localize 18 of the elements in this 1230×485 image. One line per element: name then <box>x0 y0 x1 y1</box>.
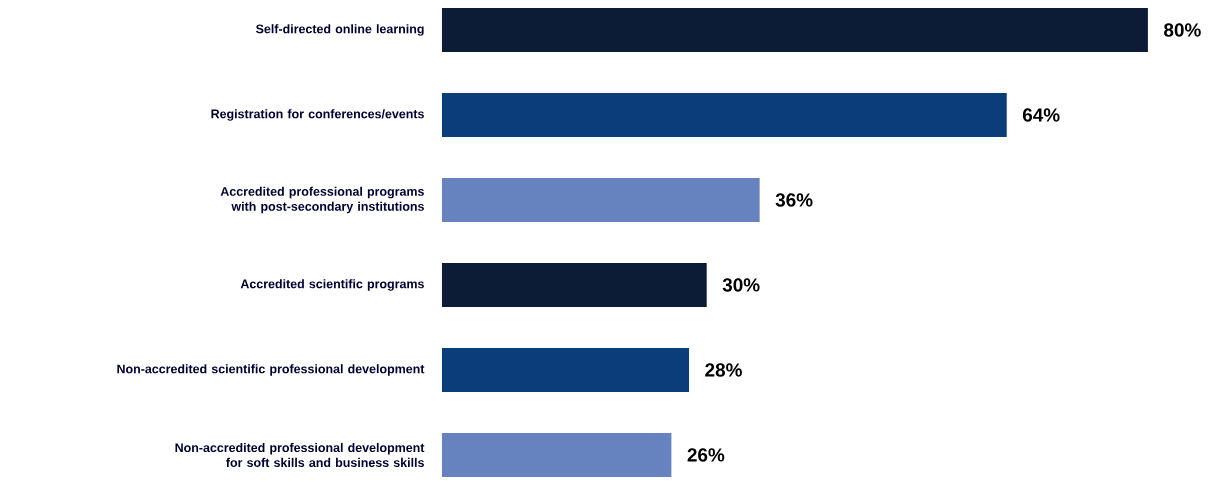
data-label: 36% <box>775 193 813 207</box>
data-label: 30% <box>722 278 760 292</box>
data-label: 28% <box>705 363 742 377</box>
y-tick-label: Registration for conferences/events <box>211 109 424 121</box>
data-label: 26% <box>687 448 725 462</box>
bar <box>441 178 760 222</box>
bar <box>441 347 690 392</box>
bar <box>441 432 672 477</box>
data-label: 64% <box>1022 108 1060 122</box>
bar <box>441 93 1007 138</box>
y-tick-label: Accredited professional programs with post-secondary institutions <box>220 186 424 214</box>
y-tick-label: Non-accredited scientific professional development <box>117 364 425 376</box>
y-tick-label: Self-directed online learning <box>255 24 424 36</box>
y-tick-label: Non-accredited professional development for soft skills and business skills <box>175 442 425 468</box>
data-label: 80% <box>1164 23 1201 37</box>
y-tick-label: Accredited scientific programs <box>240 279 424 291</box>
bar <box>441 8 1148 53</box>
bar <box>441 262 707 307</box>
